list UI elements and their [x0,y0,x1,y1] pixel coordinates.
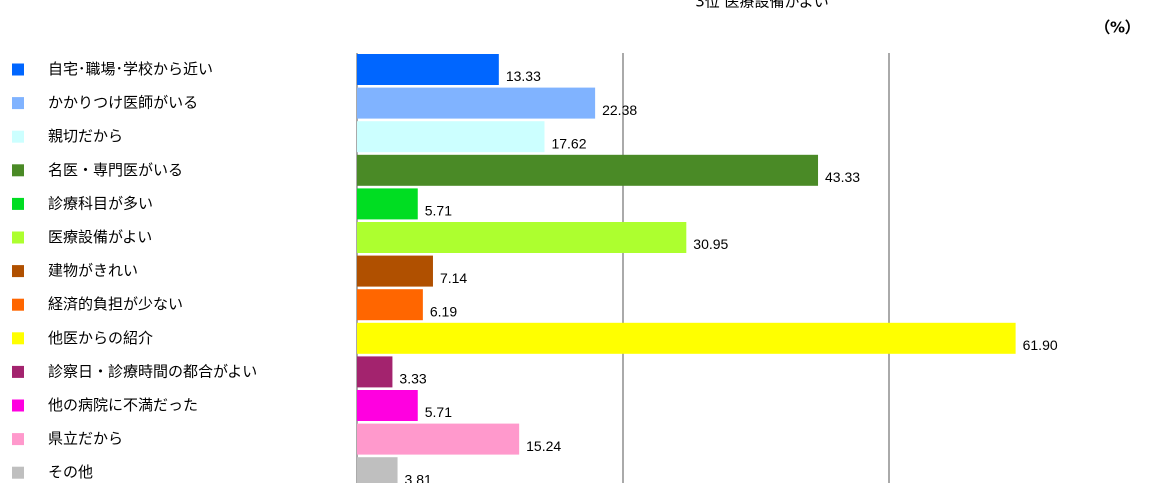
legend-swatch [12,265,24,278]
legend-swatch [12,332,24,345]
bar [357,457,398,483]
legend-swatch [12,466,24,479]
category-label: 名医・専門医がいる [48,161,183,179]
bar [357,121,545,153]
legend-swatch [12,197,24,210]
category-label: 他医からの紹介 [48,329,153,347]
legend-swatch [12,365,24,378]
value-label: 5.71 [425,404,452,420]
category-label: 経済的負担が少ない [48,295,183,313]
legend-swatch [12,298,24,311]
bar [357,54,499,85]
value-label: 3.81 [405,471,432,483]
legend-swatch [12,130,24,143]
bar [357,87,596,119]
value-label: 3.33 [399,371,426,387]
value-label: 13.33 [506,68,541,84]
category-label: その他 [48,463,93,481]
legend-swatch [12,164,24,177]
category-label: かかりつけ医師がいる [48,94,198,112]
value-label: 15.24 [526,438,561,454]
legend-swatch [12,399,24,412]
bar [357,390,418,421]
bar [357,322,1016,354]
bar [357,423,520,455]
category-label: 他の病院に不満だった [48,396,198,414]
value-label: 22.38 [602,102,637,118]
category-label: 医療設備がよい [48,228,152,246]
value-label: 5.71 [425,203,452,219]
category-label: 自宅･職場･学校から近い [48,60,213,78]
bar [357,289,423,321]
unit-label: （%） [1095,19,1140,37]
value-label: 7.14 [440,270,467,286]
bar [357,255,433,287]
legend-swatch [12,97,24,110]
value-label: 43.33 [825,169,860,185]
legend-swatch [12,231,24,244]
value-label: 30.95 [693,236,728,252]
category-label: 診療科目が多い [48,194,153,212]
category-label: 建物がきれい [48,262,138,280]
bar [357,154,819,186]
value-label: 17.62 [551,135,586,151]
category-label: 診察日・診療時間の都合がよい [48,362,257,380]
value-label: 6.19 [430,303,457,319]
bar [357,356,393,388]
chart-title: 3位 医療設備がよい [695,0,829,11]
category-label: 親切だから [48,127,123,145]
bar [357,222,687,253]
value-label: 61.90 [1023,337,1058,353]
legend-swatch [12,433,24,446]
category-label: 県立だから [48,430,123,448]
legend-swatch [12,63,24,76]
bar [357,188,418,220]
